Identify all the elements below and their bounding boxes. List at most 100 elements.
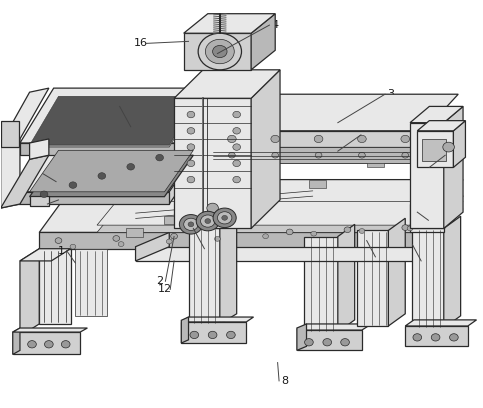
Polygon shape <box>242 196 258 204</box>
Polygon shape <box>13 332 80 355</box>
Polygon shape <box>29 98 198 147</box>
Circle shape <box>407 226 413 231</box>
Circle shape <box>184 218 198 231</box>
Circle shape <box>323 339 331 346</box>
Circle shape <box>357 135 366 143</box>
Text: 7: 7 <box>424 256 430 266</box>
Circle shape <box>61 341 70 348</box>
Circle shape <box>70 244 76 249</box>
Text: 12: 12 <box>157 284 171 295</box>
Circle shape <box>341 339 349 346</box>
Circle shape <box>200 215 215 227</box>
Circle shape <box>227 135 236 143</box>
Circle shape <box>311 231 317 236</box>
Polygon shape <box>29 155 193 197</box>
Circle shape <box>233 176 241 183</box>
Circle shape <box>188 222 194 227</box>
Circle shape <box>166 239 172 244</box>
Polygon shape <box>251 14 275 70</box>
Polygon shape <box>444 216 461 328</box>
Circle shape <box>402 152 409 158</box>
Polygon shape <box>39 196 463 249</box>
Circle shape <box>207 203 218 213</box>
Polygon shape <box>181 322 246 343</box>
Polygon shape <box>15 143 203 192</box>
Polygon shape <box>251 70 280 228</box>
Circle shape <box>28 341 36 348</box>
Circle shape <box>179 215 202 234</box>
Polygon shape <box>367 159 384 167</box>
Text: 15: 15 <box>107 102 121 111</box>
Circle shape <box>272 152 279 158</box>
Polygon shape <box>174 98 251 228</box>
Polygon shape <box>39 180 463 233</box>
Circle shape <box>233 144 241 150</box>
Polygon shape <box>203 94 458 131</box>
Circle shape <box>344 227 351 233</box>
Circle shape <box>233 128 241 134</box>
Circle shape <box>187 128 195 134</box>
Polygon shape <box>0 88 49 144</box>
Circle shape <box>213 45 227 58</box>
Polygon shape <box>410 106 463 123</box>
Circle shape <box>228 152 235 158</box>
Circle shape <box>314 135 323 143</box>
Polygon shape <box>97 209 463 233</box>
Text: 11: 11 <box>203 244 217 254</box>
Circle shape <box>213 208 236 228</box>
Polygon shape <box>405 320 477 326</box>
Polygon shape <box>29 139 49 159</box>
Circle shape <box>190 331 199 339</box>
Circle shape <box>198 33 242 70</box>
Text: 16: 16 <box>133 38 147 49</box>
Circle shape <box>359 228 365 233</box>
Circle shape <box>113 235 120 241</box>
Text: 6: 6 <box>38 199 45 209</box>
Text: 2: 2 <box>156 276 163 286</box>
Polygon shape <box>136 247 425 261</box>
Text: 4: 4 <box>271 20 279 30</box>
Polygon shape <box>20 88 213 143</box>
Circle shape <box>233 160 241 166</box>
Text: 9: 9 <box>430 215 438 225</box>
Polygon shape <box>97 202 463 225</box>
Polygon shape <box>20 249 71 261</box>
Polygon shape <box>184 33 251 70</box>
Circle shape <box>187 160 195 166</box>
Circle shape <box>69 182 77 188</box>
Polygon shape <box>388 218 405 326</box>
Polygon shape <box>29 150 193 192</box>
Polygon shape <box>20 143 179 155</box>
Circle shape <box>431 334 440 341</box>
Polygon shape <box>136 233 169 261</box>
Polygon shape <box>304 237 338 332</box>
Polygon shape <box>412 228 444 328</box>
Polygon shape <box>75 249 107 316</box>
Circle shape <box>187 111 195 118</box>
Circle shape <box>413 334 422 341</box>
Polygon shape <box>405 326 468 346</box>
Circle shape <box>40 191 48 197</box>
Polygon shape <box>410 123 444 228</box>
Polygon shape <box>203 131 425 147</box>
Circle shape <box>187 144 195 150</box>
Polygon shape <box>357 231 388 326</box>
Text: 10: 10 <box>360 130 374 140</box>
Circle shape <box>118 242 124 246</box>
Polygon shape <box>454 121 466 167</box>
Text: 3: 3 <box>387 89 394 99</box>
Polygon shape <box>13 328 87 332</box>
Circle shape <box>170 233 177 239</box>
Polygon shape <box>444 106 463 228</box>
Circle shape <box>217 212 232 224</box>
Polygon shape <box>261 131 454 163</box>
Polygon shape <box>20 249 39 336</box>
Polygon shape <box>188 228 220 324</box>
Circle shape <box>315 152 322 158</box>
Polygon shape <box>0 139 20 208</box>
Polygon shape <box>39 249 71 324</box>
Polygon shape <box>0 121 19 147</box>
Circle shape <box>127 164 135 170</box>
Circle shape <box>358 152 365 158</box>
Polygon shape <box>417 131 454 167</box>
